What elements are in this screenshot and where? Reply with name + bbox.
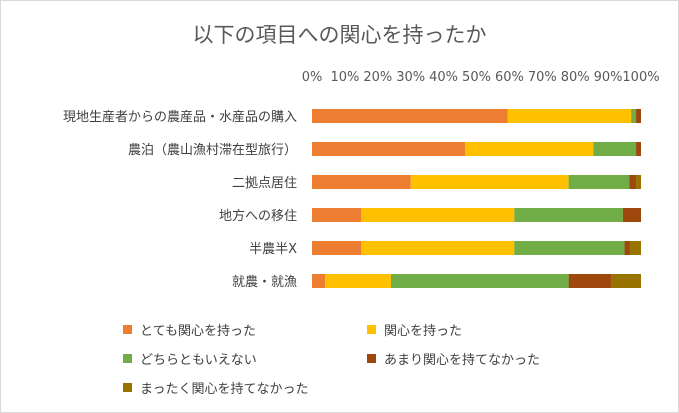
bar-segment bbox=[325, 274, 391, 288]
category-label: 地方への移住 bbox=[219, 208, 297, 224]
x-tick-label: 80% bbox=[561, 70, 590, 85]
x-tick-label: 40% bbox=[429, 70, 458, 85]
category-label: 就農・就漁 bbox=[232, 275, 297, 290]
bar-segment bbox=[568, 274, 612, 288]
bar-segment bbox=[624, 241, 630, 255]
bar-segment bbox=[631, 109, 637, 123]
bar-segment bbox=[514, 208, 623, 222]
legend-swatch bbox=[123, 354, 132, 363]
bar-segment bbox=[361, 208, 515, 222]
bar-segment bbox=[312, 241, 362, 255]
legend-item: とても関心を持った bbox=[123, 320, 256, 339]
bar-segment bbox=[636, 175, 641, 189]
bar-segment bbox=[312, 274, 326, 288]
bar-segment bbox=[636, 109, 641, 123]
bar-segment bbox=[464, 142, 594, 156]
category-label: 農泊（農山漁村滞在型旅行） bbox=[128, 143, 297, 158]
x-tick-label: 10% bbox=[330, 70, 359, 85]
x-tick-label: 0% bbox=[302, 70, 323, 85]
legend-item: あまり関心を持てなかった bbox=[367, 349, 540, 368]
legend-item: どちらともいえない bbox=[123, 349, 257, 368]
bar-segment bbox=[361, 241, 515, 255]
legend-label: 関心を持った bbox=[384, 324, 463, 339]
legend-label: どちらともいえない bbox=[140, 353, 257, 368]
legend-swatch bbox=[123, 383, 132, 392]
bar-segment bbox=[593, 142, 637, 156]
bar-segment bbox=[390, 274, 569, 288]
x-tick-label: 50% bbox=[462, 70, 491, 85]
bar-segment bbox=[568, 175, 630, 189]
bar-segment bbox=[410, 175, 569, 189]
bar-segment bbox=[636, 142, 641, 156]
chart-title: 以下の項目への関心を持ったか bbox=[192, 23, 487, 47]
category-label: 半農半X bbox=[249, 242, 297, 257]
bar-segment bbox=[611, 274, 641, 288]
x-tick-label: 30% bbox=[396, 70, 425, 85]
x-tick-label: 20% bbox=[363, 70, 392, 85]
legend-item: 関心を持った bbox=[367, 320, 462, 339]
legend-label: まったく関心を持てなかった bbox=[140, 382, 309, 397]
bar-segment bbox=[622, 208, 641, 222]
bar-segment bbox=[507, 109, 632, 123]
category-label: 二拠点居住 bbox=[232, 176, 297, 191]
x-tick-label: 60% bbox=[495, 70, 524, 85]
x-tick-label: 90% bbox=[594, 70, 623, 85]
bar-segment bbox=[312, 142, 465, 156]
bar-segment bbox=[514, 241, 625, 255]
legend-swatch bbox=[367, 354, 376, 363]
legend-label: とても関心を持った bbox=[140, 324, 256, 339]
bar-segment bbox=[629, 175, 637, 189]
legend-swatch bbox=[367, 325, 376, 334]
category-label: 現地生産者からの農産品・水産品の購入 bbox=[63, 109, 297, 125]
bar-segment bbox=[312, 208, 362, 222]
legend-item: まったく関心を持てなかった bbox=[123, 378, 308, 397]
x-tick-label: 100% bbox=[622, 70, 659, 85]
x-tick-label: 70% bbox=[528, 70, 557, 85]
bar-segment bbox=[312, 175, 411, 189]
legend-swatch bbox=[123, 325, 132, 334]
legend-label: あまり関心を持てなかった bbox=[384, 353, 541, 368]
bar-segment bbox=[629, 241, 641, 255]
bar-segment bbox=[312, 109, 508, 123]
